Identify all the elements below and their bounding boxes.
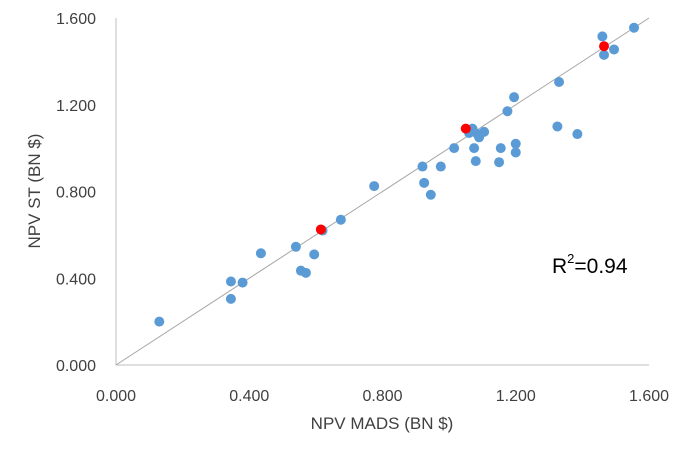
data-point (599, 49, 610, 60)
data-point (502, 106, 513, 117)
data-point (300, 267, 311, 278)
data-point (154, 316, 165, 327)
data-point (449, 143, 460, 154)
data-point (369, 181, 380, 192)
data-point (290, 241, 301, 252)
data-point (609, 44, 620, 55)
data-point (225, 276, 236, 287)
r-squared-annotation: R2=0.94 (552, 251, 628, 278)
r-squared-superscript: 2 (567, 251, 574, 266)
data-point (469, 143, 480, 154)
x-tick-label: 1.600 (629, 388, 669, 405)
r-squared-base: R (552, 255, 567, 278)
reference-line (115, 17, 650, 366)
data-point (494, 157, 505, 168)
data-point (419, 177, 430, 188)
data-point (309, 249, 320, 260)
highlighted-data-point (599, 41, 610, 52)
data-point (479, 126, 490, 137)
y-axis-label: NPV ST (BN $) (25, 134, 44, 249)
y-tick-label: 0.800 (56, 185, 96, 202)
data-point (552, 121, 563, 132)
highlighted-data-point (460, 123, 471, 134)
y-tick-label: 1.200 (56, 98, 96, 115)
data-point (510, 138, 521, 149)
data-point (225, 293, 236, 304)
data-point (495, 143, 506, 154)
data-point (425, 189, 436, 200)
data-point (597, 31, 608, 42)
data-point (629, 22, 640, 33)
data-point (417, 161, 428, 172)
y-tick-label: 0.000 (56, 358, 96, 375)
data-point (435, 161, 446, 172)
x-axis-label: NPV MADS (BN $) (311, 414, 454, 433)
x-tick-label: 1.200 (496, 388, 536, 405)
y-tick-label: 1.600 (56, 11, 96, 28)
tick-labels: 0.000 0.400 0.800 1.200 1.600 0.000 0.400 0.800… (56, 11, 669, 405)
data-point (509, 92, 520, 103)
data-point (237, 277, 248, 288)
highlighted-data-point (315, 224, 326, 235)
x-tick-label: 0.000 (96, 388, 136, 405)
data-point (572, 129, 583, 140)
data-point (510, 147, 521, 158)
data-point (554, 76, 565, 87)
plot-area (115, 17, 650, 366)
x-tick-label: 0.800 (362, 388, 402, 405)
x-tick-label: 0.400 (229, 388, 269, 405)
data-point (255, 248, 266, 259)
data-point (470, 156, 481, 167)
y-tick-label: 0.400 (56, 271, 96, 288)
r-squared-value: =0.94 (574, 255, 627, 278)
data-point (335, 214, 346, 225)
